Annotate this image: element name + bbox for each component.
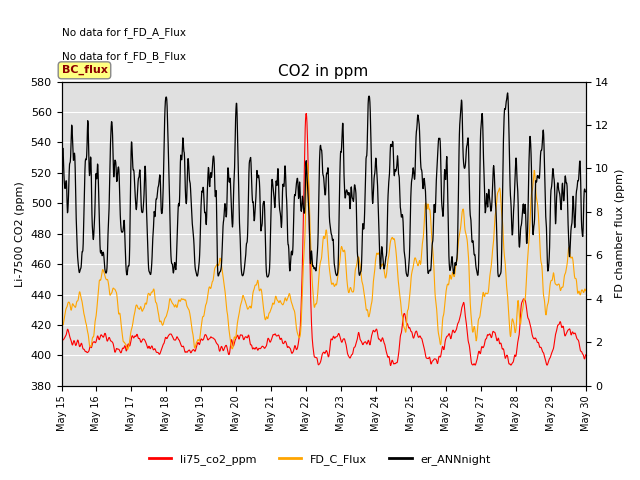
- Text: No data for f_FD_A_Flux: No data for f_FD_A_Flux: [61, 27, 186, 37]
- Legend: li75_co2_ppm, FD_C_Flux, er_ANNnight: li75_co2_ppm, FD_C_Flux, er_ANNnight: [145, 450, 495, 469]
- Text: BC_flux: BC_flux: [61, 65, 108, 75]
- Y-axis label: Li-7500 CO2 (ppm): Li-7500 CO2 (ppm): [15, 181, 25, 287]
- Y-axis label: FD chamber flux (ppm): FD chamber flux (ppm): [615, 169, 625, 299]
- Text: No data for f_FD_B_Flux: No data for f_FD_B_Flux: [61, 51, 186, 62]
- Title: CO2 in ppm: CO2 in ppm: [278, 64, 369, 79]
